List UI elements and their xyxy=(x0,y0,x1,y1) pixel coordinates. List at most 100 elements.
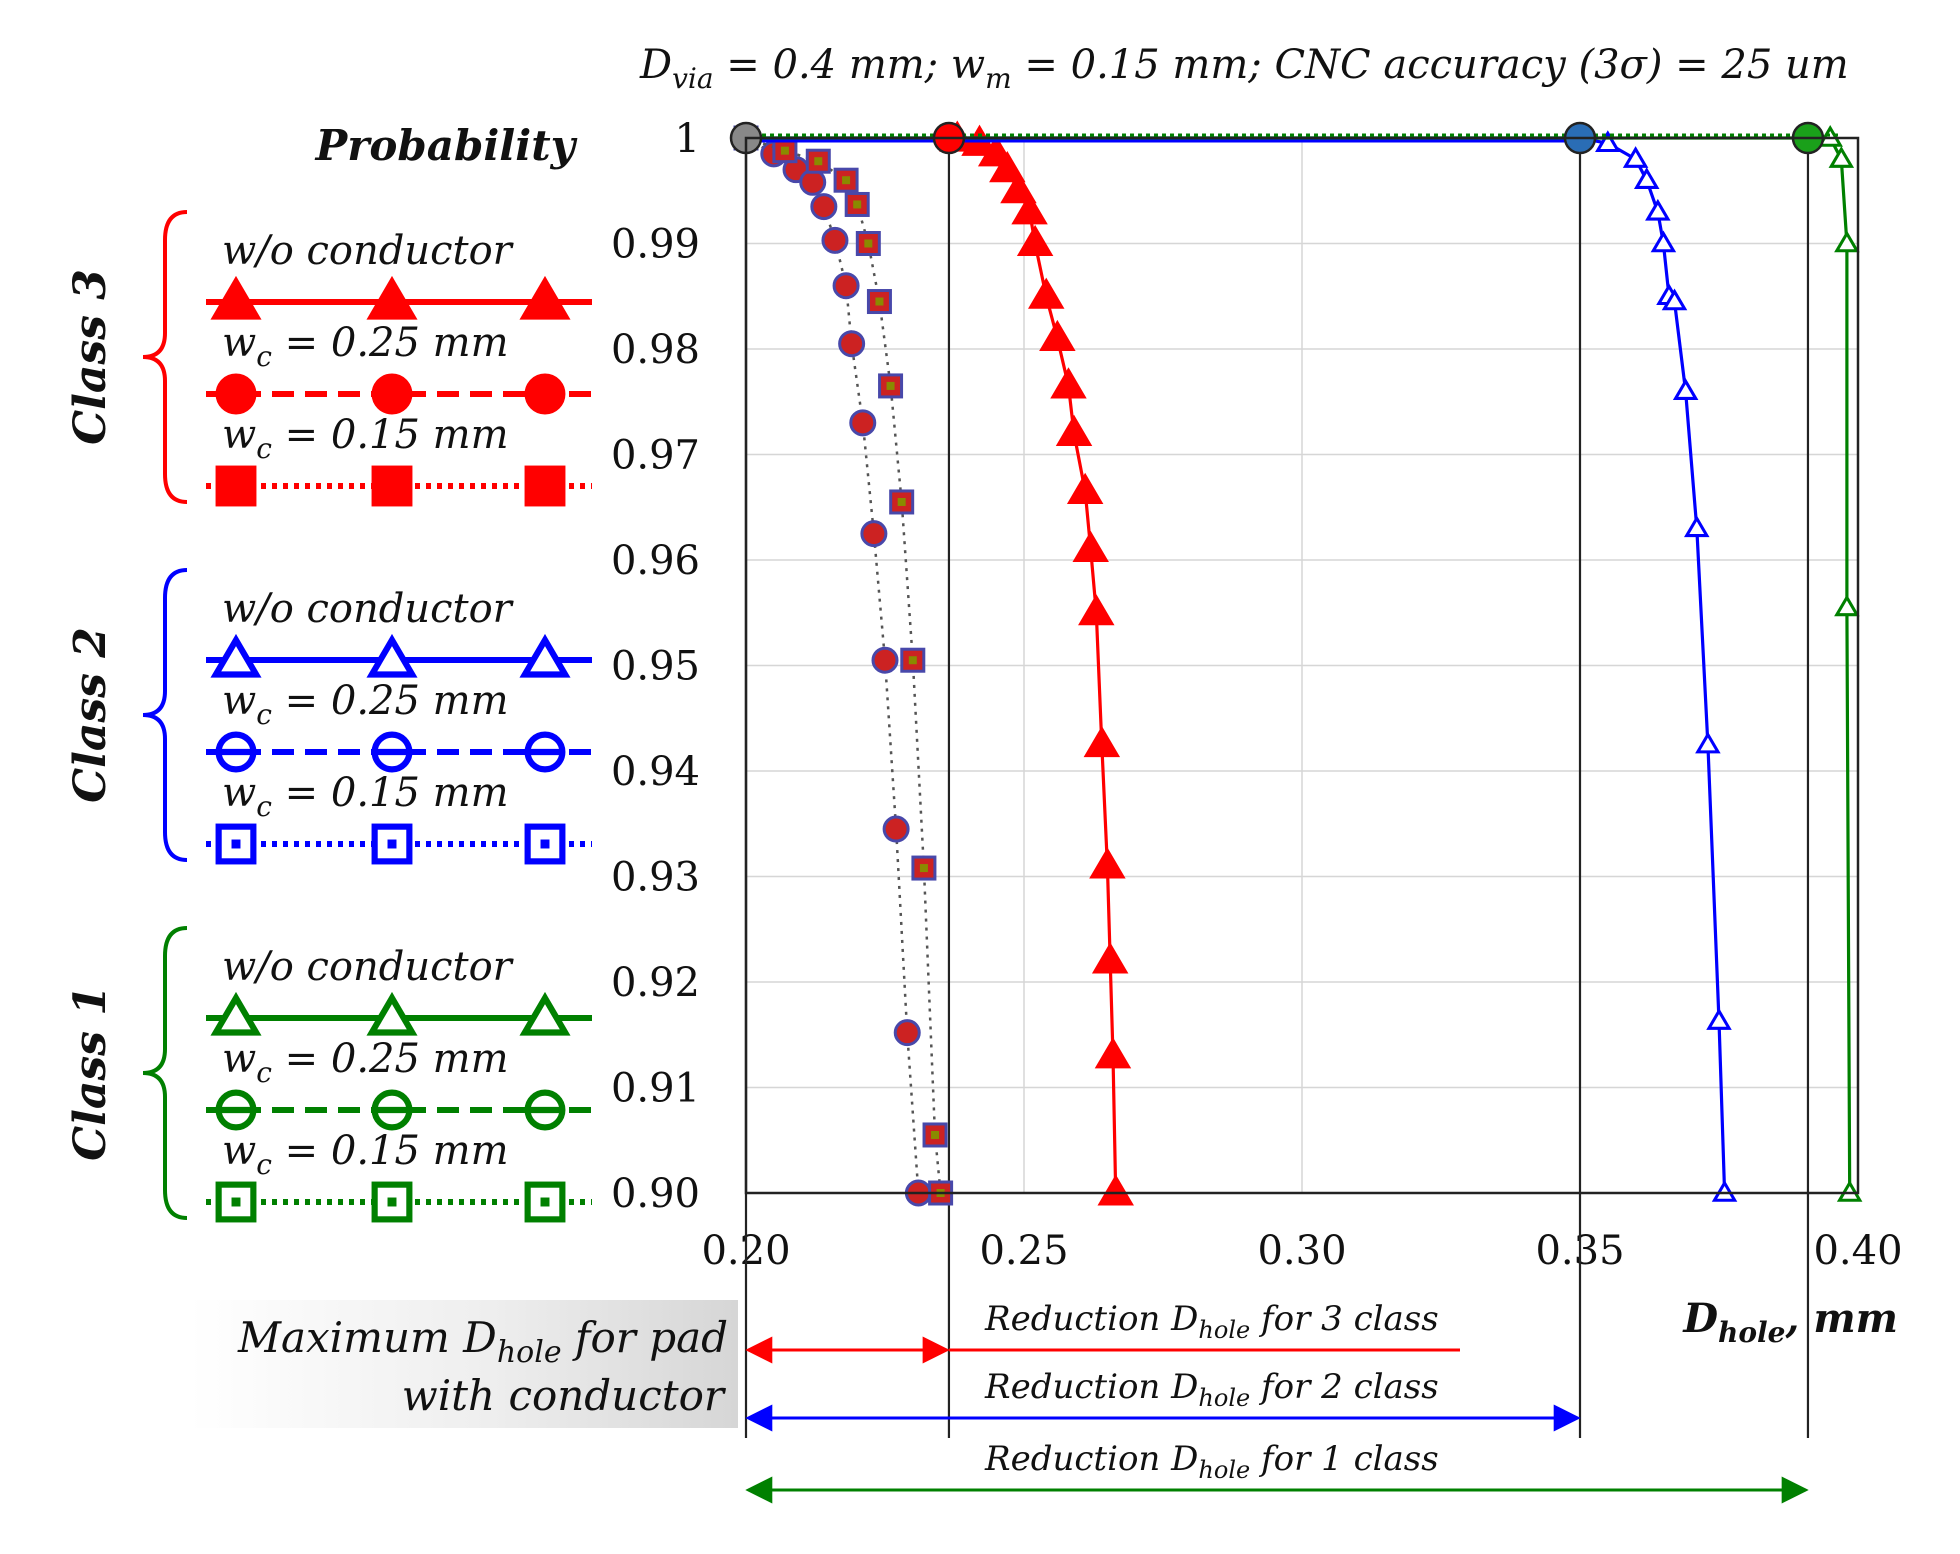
point-2-5-dot xyxy=(864,239,873,248)
point-2-8-dot xyxy=(897,497,906,506)
point-1-6 xyxy=(832,272,860,300)
point-0-18 xyxy=(1097,1174,1134,1206)
point-1-8 xyxy=(849,409,877,437)
legend-value-2-1: = 0.25 mm xyxy=(272,1036,509,1082)
legend-item-label-1-1: wc = 0.25 mm xyxy=(222,678,509,731)
legend-marker-2-2-2-dot xyxy=(540,1197,550,1207)
legend-brace-0 xyxy=(142,210,188,504)
legend-item-label-2-0: w/o conductor xyxy=(222,944,515,990)
point-2-9-dot xyxy=(908,656,917,665)
legend-value-0-1: = 0.25 mm xyxy=(272,320,509,366)
y-axis-label: Probability xyxy=(315,121,578,170)
title-rest: = 0.4 mm; w xyxy=(714,42,986,88)
legend-item-label-0-1: wc = 0.25 mm xyxy=(222,320,509,373)
point-6-2 xyxy=(1828,146,1855,168)
legend-marker-0-1-1 xyxy=(371,373,413,415)
series-line-1 xyxy=(745,136,920,1194)
point-3-12 xyxy=(1706,1008,1732,1030)
legend-marker-1-0-2 xyxy=(519,633,571,678)
x-axis-label: Dhole, mm xyxy=(1682,1295,1898,1349)
point-3-3 xyxy=(1622,146,1649,168)
reduction-2-class: Reduction Dhole for 2 class xyxy=(745,1367,1581,1432)
point-3-9 xyxy=(1672,378,1699,400)
point-2-6-dot xyxy=(875,297,884,306)
point-3-11 xyxy=(1695,731,1721,754)
point-1-7 xyxy=(838,330,866,358)
reduction-sub-0: hole xyxy=(1198,1316,1250,1344)
max-dhole-line2: with conductor xyxy=(402,1371,727,1420)
point-0-4 xyxy=(1000,172,1037,204)
reduction-pre-2: Reduction D xyxy=(984,1439,1198,1479)
legend-value-0-2: = 0.15 mm xyxy=(272,412,509,458)
legend-marker-2-0-2 xyxy=(519,991,571,1036)
xlabel-d: D xyxy=(1682,1295,1718,1342)
legend-marker-0-0-2 xyxy=(519,275,571,320)
point-3-6 xyxy=(1650,230,1677,253)
point-2-4-dot xyxy=(853,200,862,209)
point-0-13 xyxy=(1078,594,1115,626)
y-tick-8: 0.98 xyxy=(611,327,700,373)
reduction-post-1: for 2 class xyxy=(1250,1367,1438,1407)
point-2-2-dot xyxy=(814,157,823,166)
legend-marker-1-0-1 xyxy=(366,633,418,678)
xlabel-rest: , mm xyxy=(1785,1295,1899,1342)
legend-item-label-1-0: w/o conductor xyxy=(222,586,515,632)
point-0-7 xyxy=(1028,277,1065,309)
reduction-sub-2: hole xyxy=(1198,1456,1250,1484)
chart-title: Dvia = 0.4 mm; wm = 0.15 mm; CNC accurac… xyxy=(639,42,1849,95)
point-2-11-dot xyxy=(931,1130,940,1139)
point-1-4 xyxy=(810,193,838,221)
plot-frame xyxy=(744,136,1860,1195)
reduction-1-class: Reduction Dhole for 1 class xyxy=(745,1439,1809,1504)
legend-sub-2-1: c xyxy=(256,1056,272,1089)
point-1-5 xyxy=(821,226,849,254)
point-0-6 xyxy=(1016,224,1054,257)
legend-sub-2-2: c xyxy=(256,1148,272,1181)
point-0-10 xyxy=(1055,414,1093,446)
legend-value-1-2: = 0.15 mm xyxy=(272,770,509,816)
legend-sym-0-1: w xyxy=(222,320,256,366)
y-tick-1: 0.91 xyxy=(611,1066,700,1112)
vertical-guides xyxy=(744,138,1810,1438)
point-0-11 xyxy=(1066,472,1104,504)
legend-marker-1-2-2-dot xyxy=(540,839,550,849)
reduction-pre-1: Reduction D xyxy=(984,1367,1198,1407)
legend-marker-2-2-1-dot xyxy=(387,1197,397,1207)
y-tick-6: 0.96 xyxy=(611,538,700,584)
legend-marker-1-0-0 xyxy=(210,633,262,678)
reduction-label-0: Reduction Dhole for 3 class xyxy=(984,1299,1439,1344)
point-0-3 xyxy=(989,151,1026,183)
reduction-post-0: for 3 class xyxy=(1250,1299,1438,1339)
xlabel-sub: hole xyxy=(1718,1316,1785,1349)
legend-class-label-2: Class 1 xyxy=(65,985,116,1161)
y-tick-10: 1 xyxy=(675,116,700,162)
point-0-14 xyxy=(1083,726,1121,758)
legend-marker-2-2-0-dot xyxy=(231,1197,241,1207)
max-dhole-box xyxy=(190,1300,738,1428)
max-post: for pad xyxy=(562,1313,728,1362)
legend-brace-1 xyxy=(142,568,188,862)
legend-value-1-1: = 0.25 mm xyxy=(272,678,509,724)
legend-marker-0-1-0 xyxy=(215,373,257,415)
legend-item-label-2-2: wc = 0.15 mm xyxy=(222,1128,509,1181)
point-0-15 xyxy=(1089,847,1126,879)
legend-marker-2-0-0 xyxy=(210,991,262,1036)
point-3-2 xyxy=(1595,130,1621,153)
legend-item-label-1-2: wc = 0.15 mm xyxy=(222,770,509,823)
legend-sym-0-2: w xyxy=(222,412,256,458)
x-tick-2: 0.30 xyxy=(1257,1228,1346,1274)
legend-class-label-1: Class 2 xyxy=(65,627,116,803)
legend-sub-1-2: c xyxy=(256,790,272,823)
legend-marker-2-0-1 xyxy=(366,991,418,1036)
point-0-17 xyxy=(1094,1037,1132,1069)
legend-marker-0-2-0 xyxy=(215,465,257,507)
y-tick-2: 0.92 xyxy=(611,960,700,1006)
y-tick-9: 0.99 xyxy=(611,222,700,268)
x-ticks: 0.20 0.25 0.30 0.35 0.40 xyxy=(701,1228,1902,1274)
point-3-5 xyxy=(1645,198,1671,221)
legend-marker-0-0-1 xyxy=(366,275,418,320)
legend-marker-0-2-1 xyxy=(371,465,413,507)
